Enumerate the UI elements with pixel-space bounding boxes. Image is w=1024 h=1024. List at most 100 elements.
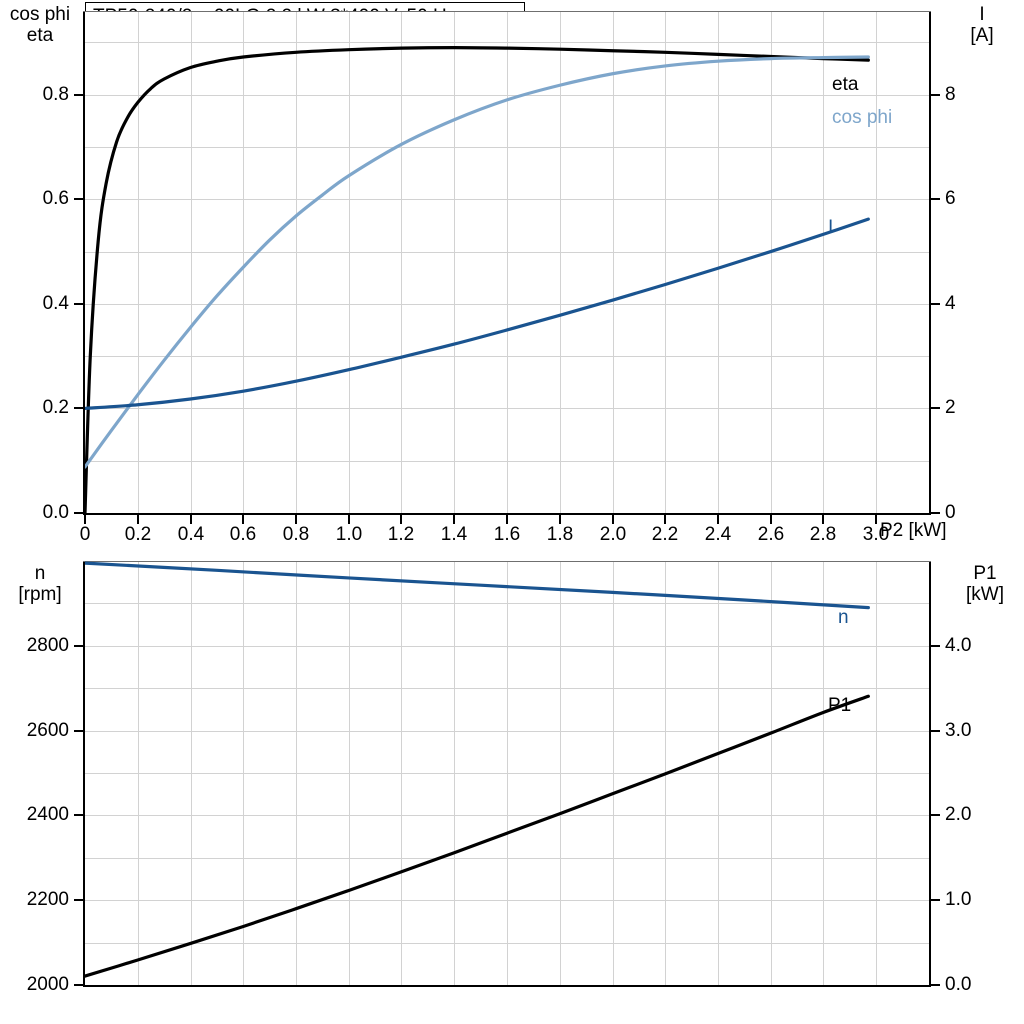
tick-label-left: 0.0: [42, 502, 69, 523]
axis-title-right-bottom-line1: P1: [973, 563, 997, 584]
tick-label-x: 0: [79, 524, 91, 545]
chart-bottom-speed-power: n [rpm] P1 [kW] 2000 2200 2400 2600 2800 0.0 1…: [0, 548, 1024, 1024]
gridline-vertical: [560, 11, 561, 513]
tick-label-x: 1.0: [335, 524, 363, 545]
axis-line-bottom: [83, 985, 931, 987]
tick-bottom: [348, 515, 350, 524]
tick-bottom: [453, 515, 455, 524]
tick-label-x: 2.8: [809, 524, 837, 545]
tick-label-x: 1.6: [493, 524, 521, 545]
tick-right: [931, 645, 940, 647]
curve-label-I: I: [828, 217, 834, 238]
tick-bottom: [295, 515, 297, 524]
gridline-horizontal: [85, 603, 929, 604]
tick-left: [74, 984, 83, 986]
tick-label-right: 0.0: [945, 974, 972, 995]
tick-label-x: 2.0: [599, 524, 627, 545]
curve-label-P1: P1: [828, 695, 852, 716]
tick-right: [931, 198, 940, 200]
tick-bottom: [559, 515, 561, 524]
axis-line-bottom: [83, 513, 931, 515]
tick-label-right: 1.0: [945, 889, 972, 910]
gridline-vertical: [138, 11, 139, 513]
gridline-vertical: [243, 11, 244, 513]
tick-label-x: 0.6: [229, 524, 257, 545]
tick-right: [931, 407, 940, 409]
tick-right: [931, 984, 940, 986]
axis-title-left-top-line2: eta: [26, 25, 54, 46]
tick-label-right: 0: [945, 502, 956, 523]
tick-label-x: 0.8: [282, 524, 310, 545]
tick-bottom: [400, 515, 402, 524]
x-axis-title-top: P2 [kW]: [880, 520, 947, 541]
curves-layer: [85, 561, 870, 978]
tick-right: [931, 899, 940, 901]
tick-bottom: [137, 515, 139, 524]
axis-line-top: [83, 561, 931, 562]
tick-left: [74, 730, 83, 732]
gridline-horizontal: [85, 147, 929, 148]
gridline-vertical: [349, 11, 350, 513]
tick-label-x: 2.4: [704, 524, 732, 545]
tick-left: [74, 814, 83, 816]
gridline-vertical: [771, 11, 772, 513]
tick-right: [931, 814, 940, 816]
axis-title-right-bottom: P1 [kW]: [950, 563, 1020, 605]
curves-layer: [85, 46, 870, 513]
axis-line-right: [929, 561, 931, 987]
gridline-vertical: [718, 11, 719, 513]
tick-right: [931, 512, 940, 514]
tick-label-x: 1.8: [546, 524, 574, 545]
tick-left: [74, 303, 83, 305]
gridline-horizontal: [85, 95, 929, 96]
axis-title-left-top: cos phi eta: [0, 4, 80, 46]
gridline-horizontal: [85, 943, 929, 944]
tick-label-x: 0.4: [177, 524, 205, 545]
tick-right: [931, 303, 940, 305]
tick-bottom: [770, 515, 772, 524]
gridline-horizontal: [85, 815, 929, 816]
tick-label-right: 2.0: [945, 804, 972, 825]
gridline-horizontal: [85, 356, 929, 357]
axis-line-right: [929, 11, 931, 515]
curve-n: [85, 561, 870, 610]
gridline-vertical: [507, 11, 508, 513]
gridline-vertical: [613, 11, 614, 513]
axis-line-left: [83, 11, 85, 515]
gridline-horizontal: [85, 858, 929, 859]
tick-label-left: 2400: [26, 804, 69, 825]
curve-cos-phi: [85, 55, 870, 469]
curve-I: [85, 217, 870, 411]
axis-line-top: [83, 11, 931, 12]
tick-label-left: 2800: [26, 635, 69, 656]
axis-title-right-bottom-line2: [kW]: [966, 584, 1004, 605]
gridline-vertical: [454, 11, 455, 513]
tick-label-left: 2600: [26, 720, 69, 741]
gridline-horizontal: [85, 773, 929, 774]
curve-P1: [85, 694, 870, 978]
tick-left: [74, 407, 83, 409]
gridline-vertical: [296, 11, 297, 513]
tick-label-left: 0.6: [42, 188, 69, 209]
tick-label-x: 2.6: [757, 524, 785, 545]
tick-left: [74, 899, 83, 901]
chart-top-efficiency-cosphi-current: TP50-240/2 + 90LG 2.2 kW 3*400 V, 50 Hz …: [0, 2, 994, 545]
tick-right: [931, 94, 940, 96]
tick-bottom: [664, 515, 666, 524]
tick-label-right: 2: [945, 397, 956, 418]
gridline-horizontal: [85, 408, 929, 409]
tick-right: [931, 730, 940, 732]
gridline-horizontal: [85, 731, 929, 732]
tick-label-left: 0.8: [42, 84, 69, 105]
tick-bottom: [242, 515, 244, 524]
tick-label-x: 2.2: [651, 524, 679, 545]
axis-title-left-bottom-line2: [rpm]: [18, 584, 62, 605]
gridline-horizontal: [85, 42, 929, 43]
tick-left: [74, 94, 83, 96]
curve-label-cos-phi: cos phi: [832, 107, 893, 128]
tick-bottom: [612, 515, 614, 524]
tick-label-left: 2200: [26, 889, 69, 910]
tick-bottom: [822, 515, 824, 524]
tick-bottom: [190, 515, 192, 524]
